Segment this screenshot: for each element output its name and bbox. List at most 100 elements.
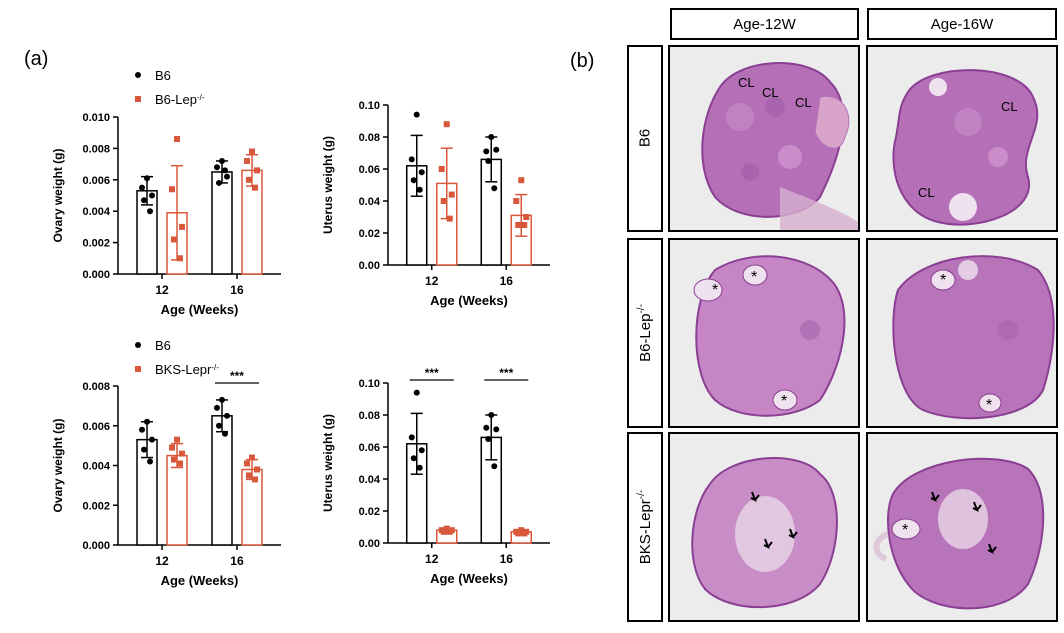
x-axis-label: Age (Weeks)	[161, 302, 239, 317]
star-marker: *	[940, 272, 946, 289]
x-tick-label: 12	[425, 274, 439, 288]
data-point	[179, 450, 186, 457]
bar	[166, 454, 188, 546]
row-label-b6-lep-sup: -/-	[636, 304, 647, 314]
y-tick-label: 0.006	[82, 175, 110, 187]
data-point	[515, 222, 522, 228]
star-marker: *	[712, 282, 718, 299]
y-tick-label: 0.00	[359, 538, 380, 550]
data-point	[149, 192, 156, 199]
legend-label: BKS-Lepr-/-	[155, 362, 219, 377]
y-tick-label: 0.10	[359, 100, 380, 112]
row-label-bks-lepr-sup: -/-	[636, 489, 647, 500]
x-axis-label: Age (Weeks)	[430, 571, 508, 586]
data-point	[251, 184, 258, 191]
cl-label: CL	[795, 95, 812, 110]
x-axis-label: Age (Weeks)	[430, 293, 508, 308]
data-point	[410, 455, 417, 462]
data-point	[418, 447, 425, 454]
y-tick-label: 0.06	[359, 164, 380, 176]
data-point	[174, 135, 181, 142]
arrow-marker	[750, 491, 760, 503]
data-point	[440, 528, 447, 535]
bar	[211, 415, 233, 546]
data-point	[416, 464, 423, 471]
data-point	[515, 530, 522, 537]
data-point	[483, 148, 490, 155]
data-point	[144, 175, 151, 182]
significance-label: ***	[230, 369, 244, 383]
y-tick-label: 0.006	[82, 421, 110, 433]
data-point	[177, 460, 184, 467]
data-point	[253, 167, 260, 174]
data-point	[221, 167, 228, 174]
row-label-b6: B6	[637, 129, 654, 147]
histology-image: * *	[892, 255, 1055, 420]
legend-label: B6	[155, 338, 171, 353]
data-point	[245, 176, 252, 183]
x-tick-label: 12	[425, 552, 439, 566]
histology-image	[691, 457, 838, 609]
y-tick-label: 0.10	[359, 378, 380, 390]
data-point	[413, 389, 420, 396]
data-point	[440, 198, 447, 204]
cl-label: CL	[738, 75, 755, 90]
column-header-12w-text: Age-12W	[733, 15, 796, 33]
star-marker: *	[781, 393, 787, 410]
y-tick-label: 0.04	[359, 196, 381, 208]
data-point	[171, 456, 178, 463]
panel-a-label: (a)	[24, 48, 49, 70]
data-point	[141, 197, 148, 204]
data-point	[523, 214, 530, 220]
arrow-marker	[930, 491, 940, 503]
star-marker: *	[986, 397, 992, 414]
data-point	[215, 179, 222, 186]
data-point	[223, 412, 230, 419]
significance-label: ***	[499, 366, 513, 380]
cl-label: CL	[762, 85, 779, 100]
data-point	[483, 424, 490, 431]
x-axis-label: Age (Weeks)	[161, 573, 239, 588]
data-point	[141, 446, 148, 453]
data-point	[248, 454, 255, 461]
column-header-16w-text: Age-16W	[930, 15, 994, 33]
y-tick-label: 0.002	[82, 238, 110, 250]
data-point	[147, 458, 154, 465]
bar-charts: 0.000 0.002 0.004 0.006 0.008 0.010 Ovary weig…	[51, 68, 550, 588]
row-label-b6-text: B6	[636, 128, 654, 148]
data-point	[144, 418, 151, 425]
row-label-b6-lep-text: B6-Lep	[637, 313, 654, 362]
histology-image: CL CL CL	[701, 62, 858, 230]
legend-marker	[135, 342, 141, 348]
cl-label: CL	[1001, 99, 1018, 114]
data-point	[177, 255, 184, 262]
legend-label-sup: -/-	[197, 93, 205, 102]
y-tick-label: 0.002	[82, 500, 110, 512]
panel-b-label: (b)	[570, 50, 595, 72]
histology-b6-12w: CL CL CL	[668, 45, 860, 232]
y-tick-label: 0.06	[359, 442, 380, 454]
y-tick-label: 0.008	[82, 381, 110, 393]
y-tick-label: 0.00	[359, 260, 380, 272]
y-tick-label: 0.004	[82, 206, 110, 218]
data-point	[179, 223, 186, 230]
data-point	[169, 444, 176, 451]
data-point	[139, 426, 146, 433]
column-header-16w: Age-16W	[867, 8, 1057, 40]
row-label-bks-lepr-text: BKS-Lepr	[637, 499, 654, 565]
data-point	[410, 177, 417, 184]
histology-bks-lepr-12w	[668, 432, 860, 622]
data-point	[493, 146, 500, 153]
data-point	[223, 173, 230, 180]
y-tick-label: 0.004	[82, 461, 110, 473]
data-point	[169, 186, 176, 193]
data-point	[147, 208, 154, 215]
data-point	[413, 111, 420, 118]
x-tick-label: 12	[155, 554, 169, 568]
row-box-b6-lep	[627, 238, 663, 428]
arrow-marker	[972, 501, 982, 513]
data-point	[218, 157, 225, 164]
arrow-marker	[987, 543, 997, 555]
data-point	[521, 222, 528, 228]
x-tick-label: 16	[230, 283, 244, 297]
